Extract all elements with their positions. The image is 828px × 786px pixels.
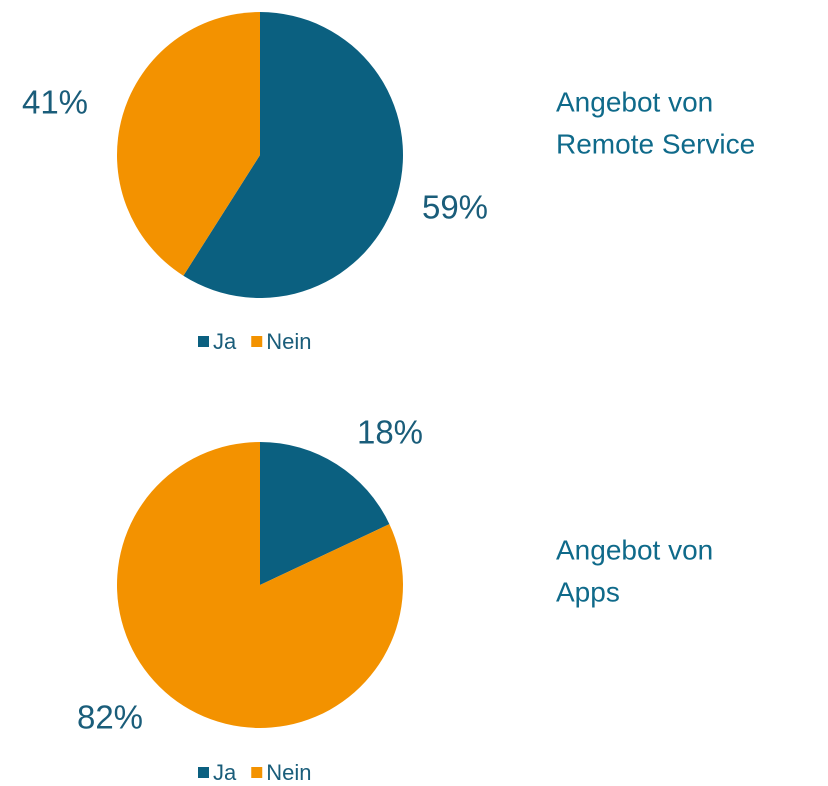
data-label: 59% [422,189,488,226]
chart-title: Remote Service [556,128,755,159]
pie-slice [260,442,390,585]
legend-swatch [198,336,209,347]
legend-label: Nein [266,329,311,354]
legend-label: Ja [213,329,237,354]
chart-title: Apps [556,576,620,607]
legend-label: Nein [266,760,311,785]
legend-swatch [198,767,209,778]
pie-slice [117,12,261,276]
pie-slice [116,442,403,728]
legend-swatch [251,336,263,347]
legend-swatch [251,767,263,778]
data-label: 18% [357,414,423,451]
chart-title: Angebot von [556,534,713,565]
legend-label: Ja [213,760,237,785]
chart-title: Angebot von [556,86,713,117]
data-label: 82% [77,699,143,736]
pie-slice [183,12,403,298]
data-label: 41% [22,84,88,121]
